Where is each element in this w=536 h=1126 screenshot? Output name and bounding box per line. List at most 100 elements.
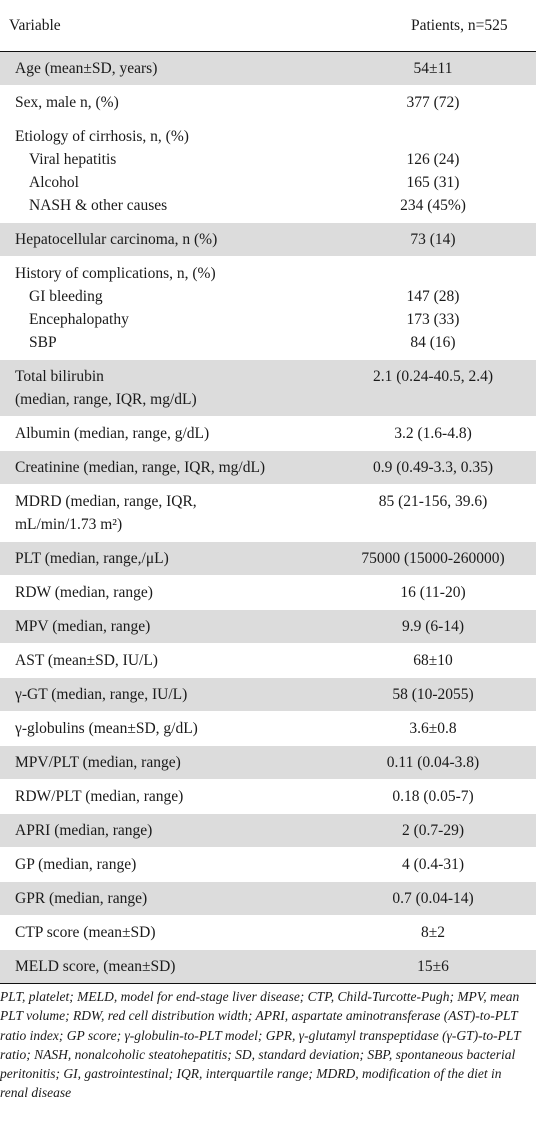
row-value: 58 (10-2055) bbox=[392, 686, 474, 703]
row-value: 173 (33) bbox=[406, 311, 460, 328]
footnote-rule bbox=[0, 983, 536, 984]
row-label-cell: γ-GT (median, range, IU/L) bbox=[0, 677, 330, 712]
row-label: γ-GT (median, range, IU/L) bbox=[15, 686, 188, 703]
row-value: 15±6 bbox=[417, 958, 449, 975]
row-value-cell: 3.2 (1.6-4.8) bbox=[330, 416, 536, 451]
table-row: Hepatocellular carcinoma, n (%) 73 (14) bbox=[0, 222, 536, 257]
row-value-cell: 9.9 (6-14) bbox=[330, 609, 536, 644]
table-row: γ-globulins (mean±SD, g/dL) 3.6±0.8 bbox=[0, 711, 536, 746]
row-label-cell: MPV/PLT (median, range) bbox=[0, 745, 330, 780]
row-value: 2.1 (0.24-40.5, 2.4) bbox=[372, 368, 494, 385]
row-label-cell: Etiology of cirrhosis, n, (%) Viral hepat… bbox=[0, 119, 330, 223]
row-label-cell: Albumin (median, range, g/dL) bbox=[0, 416, 330, 451]
table-row: GP (median, range) 4 (0.4-31) bbox=[0, 847, 536, 882]
table-header-row: Variable Patients, n=525 bbox=[0, 0, 536, 52]
row-value-cell: 85 (21-156, 39.6) bbox=[330, 484, 536, 542]
table-row: PLT (median, range,/μL) 75000 (15000-2600… bbox=[0, 541, 536, 576]
row-label: History of complications, n, (%) bbox=[15, 265, 216, 282]
row-label-cell: GP (median, range) bbox=[0, 847, 330, 882]
row-label: γ-globulins (mean±SD, g/dL) bbox=[15, 720, 198, 737]
table-row: γ-GT (median, range, IU/L) 58 (10-2055) bbox=[0, 677, 536, 712]
row-label: Etiology of cirrhosis, n, (%) bbox=[15, 128, 189, 145]
row-label: Age (mean±SD, years) bbox=[15, 60, 158, 77]
row-label: APRI (median, range) bbox=[15, 822, 153, 839]
table-body: Age (mean±SD, years) 54±11 Sex, male n, (%… bbox=[0, 51, 536, 983]
row-value-cell: 0.9 (0.49-3.3, 0.35) bbox=[330, 450, 536, 485]
row-label-cell: CTP score (mean±SD) bbox=[0, 915, 330, 950]
row-sublabel: SBP bbox=[29, 334, 57, 351]
table-row: MPV (median, range) 9.9 (6-14) bbox=[0, 609, 536, 644]
table-row: APRI (median, range) 2 (0.7-29) bbox=[0, 813, 536, 848]
row-value: 16 (11-20) bbox=[400, 584, 466, 601]
row-value-cell: 16 (11-20) bbox=[330, 575, 536, 610]
row-label: GP (median, range) bbox=[15, 856, 137, 873]
row-value: 73 (14) bbox=[410, 231, 456, 248]
row-value: 68±10 bbox=[413, 652, 453, 669]
row-label-cell: Age (mean±SD, years) bbox=[0, 51, 330, 86]
row-sublabel: GI bleeding bbox=[29, 288, 103, 305]
row-value: 75000 (15000-260000) bbox=[361, 550, 505, 567]
row-label-cell: Hepatocellular carcinoma, n (%) bbox=[0, 222, 330, 257]
row-value-cell: 15±6 bbox=[330, 949, 536, 983]
row-value: 165 (31) bbox=[406, 174, 460, 191]
table-row: Age (mean±SD, years) 54±11 bbox=[0, 51, 536, 86]
row-value-cell: 75000 (15000-260000) bbox=[330, 541, 536, 576]
row-label-cell: Total bilirubin (median, range, IQR, mg/d… bbox=[0, 359, 330, 417]
row-value-cell: 0.11 (0.04-3.8) bbox=[330, 745, 536, 780]
row-label: mL/min/1.73 m²) bbox=[15, 516, 123, 533]
row-value: 85 (21-156, 39.6) bbox=[378, 493, 488, 510]
table-row: CTP score (mean±SD) 8±2 bbox=[0, 915, 536, 950]
row-value: 0.7 (0.04-14) bbox=[392, 890, 474, 907]
row-label: Creatinine (median, range, IQR, mg/dL) bbox=[15, 459, 266, 476]
row-label-cell: PLT (median, range,/μL) bbox=[0, 541, 330, 576]
row-label-cell: MPV (median, range) bbox=[0, 609, 330, 644]
row-label: CTP score (mean±SD) bbox=[15, 924, 156, 941]
row-label: PLT (median, range,/μL) bbox=[15, 550, 169, 567]
header-variable: Variable bbox=[0, 0, 330, 52]
row-value: 2 (0.7-29) bbox=[402, 822, 464, 839]
row-label: Hepatocellular carcinoma, n (%) bbox=[15, 231, 218, 248]
table-row: Total bilirubin (median, range, IQR, mg/d… bbox=[0, 359, 536, 417]
row-value: 3.2 (1.6-4.8) bbox=[394, 425, 472, 442]
row-value: 377 (72) bbox=[406, 94, 460, 111]
row-value: 234 (45%) bbox=[400, 197, 466, 214]
row-value: 84 (16) bbox=[410, 334, 456, 351]
row-label: AST (mean±SD, IU/L) bbox=[15, 652, 158, 669]
row-sublabel: NASH & other causes bbox=[29, 197, 168, 214]
row-label: Sex, male n, (%) bbox=[15, 94, 119, 111]
table-row: MELD score, (mean±SD) 15±6 bbox=[0, 949, 536, 983]
table-row: MDRD (median, range, IQR, mL/min/1.73 m²)… bbox=[0, 484, 536, 542]
row-value-cell: 377 (72) bbox=[330, 85, 536, 120]
row-value-cell: 73 (14) bbox=[330, 222, 536, 257]
row-label: Total bilirubin bbox=[15, 368, 104, 385]
row-value-cell: 2 (0.7-29) bbox=[330, 813, 536, 848]
row-value: 126 (24) bbox=[406, 151, 460, 168]
row-label-cell: MELD score, (mean±SD) bbox=[0, 949, 330, 983]
row-label-cell: GPR (median, range) bbox=[0, 881, 330, 916]
row-value: 147 (28) bbox=[406, 288, 460, 305]
row-label-cell: γ-globulins (mean±SD, g/dL) bbox=[0, 711, 330, 746]
row-label-cell: History of complications, n, (%) GI bleed… bbox=[0, 256, 330, 360]
row-value: 4 (0.4-31) bbox=[402, 856, 464, 873]
row-value bbox=[330, 262, 536, 285]
table-row: Albumin (median, range, g/dL) 3.2 (1.6-4.… bbox=[0, 416, 536, 451]
row-label-cell: MDRD (median, range, IQR, mL/min/1.73 m²) bbox=[0, 484, 330, 542]
row-label: MPV/PLT (median, range) bbox=[15, 754, 181, 771]
row-value-cell: 8±2 bbox=[330, 915, 536, 950]
row-sublabel: Alcohol bbox=[29, 174, 79, 191]
row-label: RDW/PLT (median, range) bbox=[15, 788, 184, 805]
row-value: 9.9 (6-14) bbox=[402, 618, 464, 635]
row-label-cell: RDW (median, range) bbox=[0, 575, 330, 610]
row-value-cell: 58 (10-2055) bbox=[330, 677, 536, 712]
table-row: Creatinine (median, range, IQR, mg/dL) 0.… bbox=[0, 450, 536, 485]
row-value bbox=[330, 125, 536, 148]
row-value-cell: 54±11 bbox=[330, 51, 536, 86]
table-document: Variable Patients, n=525 Age (mean±SD, y… bbox=[0, 0, 536, 1100]
row-value-cell: 4 (0.4-31) bbox=[330, 847, 536, 882]
row-sublabel: Encephalopathy bbox=[29, 311, 129, 328]
table-row: RDW (median, range) 16 (11-20) bbox=[0, 575, 536, 610]
table-row: RDW/PLT (median, range) 0.18 (0.05-7) bbox=[0, 779, 536, 814]
table-row: GPR (median, range) 0.7 (0.04-14) bbox=[0, 881, 536, 916]
table-row: Sex, male n, (%) 377 (72) bbox=[0, 85, 536, 120]
row-value: 0.9 (0.49-3.3, 0.35) bbox=[372, 459, 494, 476]
